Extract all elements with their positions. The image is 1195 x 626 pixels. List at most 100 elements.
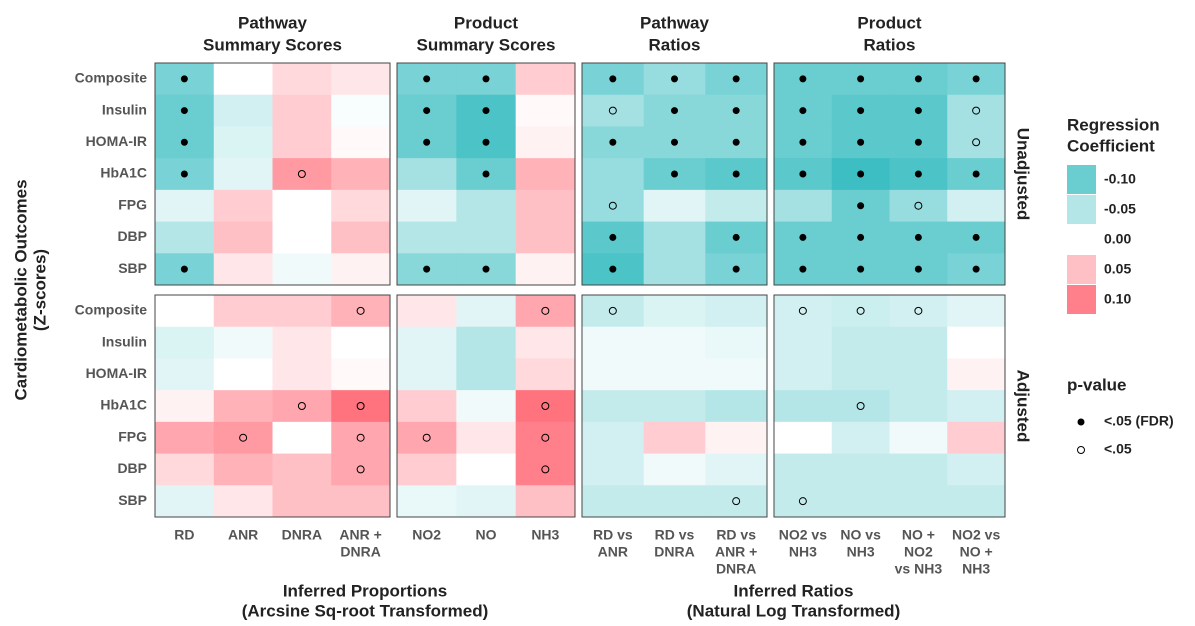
heat-cell bbox=[331, 221, 391, 254]
heat-cell bbox=[272, 158, 332, 191]
significance-marker bbox=[972, 75, 980, 83]
significance-marker bbox=[608, 106, 617, 115]
heat-cell bbox=[774, 326, 833, 359]
heat-cell bbox=[272, 126, 332, 159]
significance-marker bbox=[914, 201, 923, 210]
heat-cell bbox=[213, 126, 273, 159]
heat-cell bbox=[213, 358, 273, 391]
heat-cell bbox=[643, 253, 706, 286]
significance-marker bbox=[180, 75, 188, 83]
heat-cell bbox=[831, 421, 890, 455]
heat-cell bbox=[831, 326, 890, 359]
heat-cell bbox=[213, 421, 273, 455]
heat-cell bbox=[643, 390, 706, 423]
heat-cell bbox=[213, 189, 273, 223]
heat-cell bbox=[889, 326, 948, 359]
y-tick-label: HbA1C bbox=[100, 165, 147, 181]
x-tick-label: NO2 bbox=[904, 544, 933, 560]
heat-cell bbox=[582, 390, 645, 423]
heat-cell bbox=[331, 295, 391, 328]
significance-marker bbox=[180, 107, 188, 115]
legend-swatch bbox=[1067, 165, 1096, 194]
heat-cell bbox=[456, 221, 517, 254]
heat-cell bbox=[272, 390, 332, 423]
significance-marker bbox=[609, 265, 617, 273]
y-tick-label: HbA1C bbox=[100, 397, 147, 413]
heat-cell bbox=[889, 358, 948, 391]
y-tick-label: Insulin bbox=[102, 101, 147, 117]
heat-cell bbox=[643, 453, 706, 486]
y-tick-label: SBP bbox=[118, 492, 147, 508]
y-tick-label: DBP bbox=[117, 228, 147, 244]
y-axis-label: Cardiometabolic Outcomes bbox=[11, 179, 30, 400]
heat-cell bbox=[272, 189, 332, 223]
legend-swatch bbox=[1067, 225, 1096, 254]
heat-cell bbox=[515, 358, 576, 391]
heat-cell bbox=[582, 421, 645, 455]
significance-marker bbox=[423, 107, 431, 115]
heat-cell bbox=[331, 485, 391, 518]
significance-marker bbox=[297, 170, 306, 178]
x-tick-label: NO + bbox=[902, 527, 935, 543]
heat-cell bbox=[397, 295, 457, 328]
heat-cell bbox=[155, 390, 215, 423]
significance-marker bbox=[972, 138, 981, 147]
significance-marker bbox=[482, 170, 490, 178]
heat-cell bbox=[213, 63, 273, 96]
heat-cell bbox=[213, 253, 273, 286]
heat-cell bbox=[213, 326, 273, 359]
significance-marker bbox=[608, 201, 617, 210]
significance-marker bbox=[732, 265, 740, 273]
significance-marker bbox=[799, 107, 807, 115]
significance-marker bbox=[857, 75, 865, 83]
x-tick-label: NH3 bbox=[962, 561, 990, 577]
heat-cell bbox=[947, 189, 1006, 223]
heat-cell bbox=[397, 158, 457, 191]
heat-cell bbox=[705, 453, 768, 486]
heat-cell bbox=[213, 158, 273, 191]
heat-cell bbox=[947, 94, 1006, 127]
heat-cell bbox=[456, 453, 517, 486]
significance-marker bbox=[798, 497, 807, 506]
heat-cell bbox=[643, 326, 706, 359]
x-tick-label: NH3 bbox=[531, 527, 559, 543]
significance-marker bbox=[423, 138, 431, 146]
significance-marker bbox=[671, 75, 678, 83]
significance-marker bbox=[732, 233, 740, 241]
legend-label: <.05 (FDR) bbox=[1104, 413, 1174, 429]
heat-cell bbox=[889, 295, 948, 328]
legend-swatch bbox=[1067, 285, 1096, 314]
significance-marker bbox=[799, 265, 807, 273]
heat-cell bbox=[889, 390, 948, 423]
significance-marker bbox=[732, 497, 741, 506]
significance-marker bbox=[482, 138, 490, 146]
significance-marker bbox=[914, 170, 922, 178]
heat-cell bbox=[213, 94, 273, 127]
significance-marker bbox=[423, 265, 431, 273]
panel-frame bbox=[773, 62, 1006, 286]
heat-cell bbox=[456, 358, 517, 391]
heat-cell bbox=[515, 253, 576, 286]
heat-cell bbox=[705, 189, 768, 223]
heat-cell bbox=[272, 485, 332, 518]
heat-cell bbox=[213, 221, 273, 254]
legend-swatch bbox=[1067, 255, 1096, 284]
legend-title: Regression bbox=[1067, 115, 1160, 134]
heat-cell bbox=[155, 485, 215, 518]
heat-cell bbox=[515, 453, 576, 486]
heat-cell bbox=[272, 253, 332, 286]
heat-cell bbox=[272, 421, 332, 455]
heat-cell bbox=[643, 189, 706, 223]
significance-marker bbox=[732, 138, 740, 146]
significance-marker bbox=[609, 75, 617, 83]
significance-marker bbox=[972, 233, 980, 241]
heat-cell bbox=[831, 453, 890, 486]
heat-cell bbox=[705, 390, 768, 423]
heat-cell bbox=[774, 453, 833, 486]
significance-marker bbox=[356, 465, 365, 474]
y-tick-label: Insulin bbox=[102, 333, 147, 349]
heat-cell bbox=[889, 485, 948, 518]
panel-frame bbox=[154, 62, 391, 286]
legend-label: <.05 bbox=[1104, 441, 1132, 457]
legend-label: 0.05 bbox=[1104, 261, 1131, 277]
